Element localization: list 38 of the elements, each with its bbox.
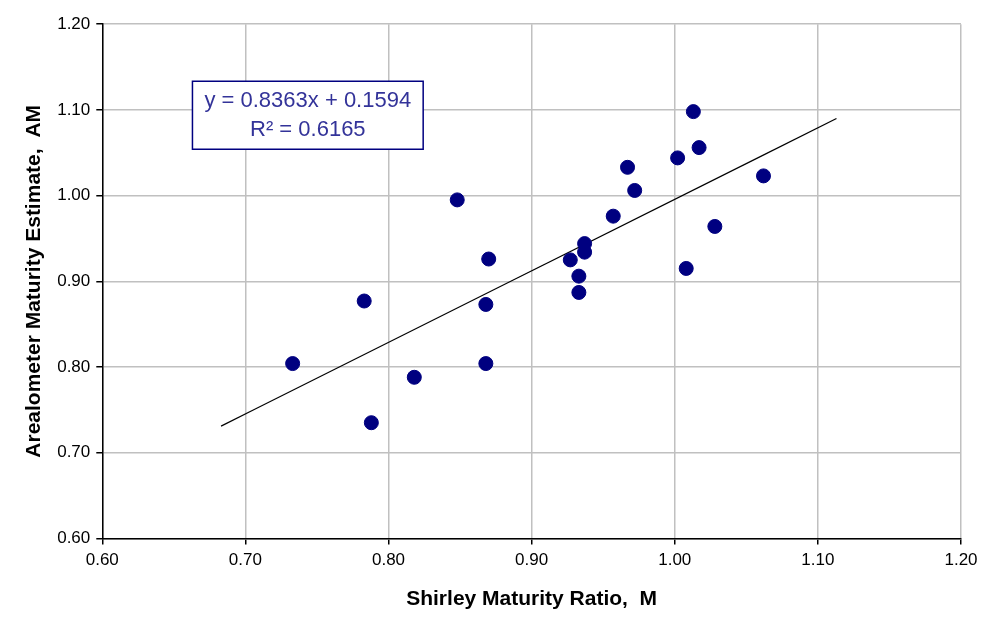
point	[478, 296, 494, 312]
point	[562, 252, 578, 268]
y-tick-label: 0.60	[57, 528, 91, 548]
point	[478, 356, 494, 372]
x-tick-label: 0.60	[85, 550, 119, 570]
y-tick-label: 0.90	[57, 270, 91, 290]
point	[406, 369, 422, 385]
annotation: R² = 0.6165	[250, 115, 366, 141]
x-tick-label: 1.10	[801, 550, 835, 570]
point	[449, 192, 465, 208]
y-tick-label: 0.80	[57, 356, 91, 376]
point	[707, 218, 723, 234]
point	[356, 293, 372, 309]
point	[571, 284, 587, 300]
x-tick-label: 1.00	[658, 550, 692, 570]
y-axis-title: Arealometer Maturity Estimate, AM	[21, 104, 45, 458]
point	[691, 140, 707, 156]
point	[605, 208, 621, 224]
x-tick-label: 1.20	[944, 550, 978, 570]
point	[685, 104, 701, 120]
y-tick-label: 1.10	[57, 99, 91, 119]
point	[481, 251, 497, 267]
point	[285, 356, 301, 372]
y-tick-label: 1.20	[57, 13, 91, 33]
y-tick-label: 0.70	[57, 442, 91, 462]
x-tick-label: 0.70	[228, 550, 262, 570]
point	[756, 168, 771, 184]
y-tick-label: 1.00	[57, 185, 91, 205]
point	[678, 260, 694, 276]
x-tick-label: 0.90	[515, 550, 549, 570]
x-axis-title: Shirley Maturity Ratio, M	[406, 586, 658, 610]
point	[627, 182, 643, 198]
point	[670, 150, 686, 166]
point	[620, 159, 636, 175]
point	[571, 268, 587, 284]
point	[363, 415, 379, 431]
annotation: y = 0.8363x + 0.1594	[204, 86, 412, 112]
x-tick-label: 0.80	[371, 550, 406, 570]
